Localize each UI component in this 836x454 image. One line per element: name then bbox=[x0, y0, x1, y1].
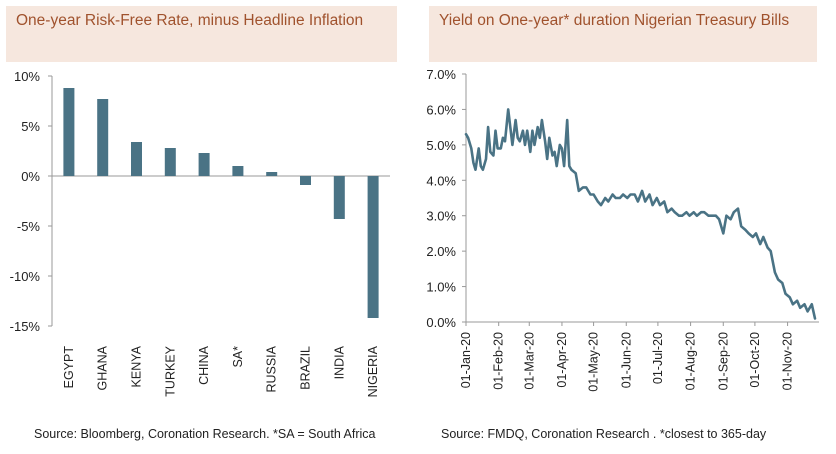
left-chart-title: One-year Risk-Free Rate, minus Headline … bbox=[6, 6, 397, 62]
line-x-tick-label: 01-Sep-20 bbox=[716, 332, 730, 390]
bar bbox=[300, 176, 311, 185]
line-x-tick-label: 01-Mar-20 bbox=[522, 332, 536, 390]
line-x-tick-label: 01-Nov-20 bbox=[781, 332, 795, 390]
bar-y-tick-label: 5% bbox=[21, 119, 40, 134]
bar-y-tick-label: 10% bbox=[14, 69, 40, 84]
bar-x-tick-label: EGYPT bbox=[62, 346, 76, 389]
line-x-tick-label: 01-Aug-20 bbox=[684, 332, 698, 390]
right-chart-title: Yield on One-year* duration Nigerian Tre… bbox=[429, 6, 817, 62]
bar-x-tick-label: TURKEY bbox=[163, 345, 177, 396]
bar bbox=[63, 88, 75, 176]
line-y-tick-label: 2.0% bbox=[426, 244, 456, 259]
line-x-tick-label: 01-Jun-20 bbox=[619, 332, 633, 388]
bar-x-tick-label: CHINA bbox=[197, 345, 211, 385]
line-x-tick-label: 01-Oct-20 bbox=[748, 332, 762, 388]
bar-x-tick-label: INDIA bbox=[332, 345, 346, 379]
line-x-tick-label: 01-Jan-20 bbox=[459, 332, 473, 388]
bar-y-tick-label: 0% bbox=[21, 169, 40, 184]
bar bbox=[164, 148, 176, 176]
line-x-tick-label: 01-May-20 bbox=[587, 332, 601, 392]
line-x-tick-label: 01-Jul-20 bbox=[651, 332, 665, 384]
bar bbox=[333, 176, 345, 219]
right-chart-source: Source: FMDQ, Coronation Research . *clo… bbox=[441, 427, 767, 441]
line-x-tick-label: 01-Feb-20 bbox=[492, 332, 506, 390]
bar-x-tick-label: GHANA bbox=[96, 345, 110, 390]
left-chart-source: Source: Bloomberg, Coronation Research. … bbox=[34, 427, 376, 441]
bar bbox=[266, 172, 278, 176]
line-y-tick-label: 3.0% bbox=[426, 209, 456, 224]
bar bbox=[367, 176, 379, 318]
bar-x-tick-label: SA* bbox=[231, 346, 245, 368]
line-y-tick-label: 4.0% bbox=[426, 173, 456, 188]
line-y-tick-label: 6.0% bbox=[426, 102, 456, 117]
line-y-tick-label: 5.0% bbox=[426, 138, 456, 153]
bar bbox=[131, 142, 142, 176]
line-y-tick-label: 1.0% bbox=[426, 280, 456, 295]
bar-x-tick-label: KENYA bbox=[130, 345, 144, 387]
bar bbox=[97, 99, 109, 176]
yield-series-line bbox=[464, 108, 817, 320]
line-y-tick-label: 0.0% bbox=[426, 315, 456, 330]
bar bbox=[232, 166, 244, 176]
line-x-tick-label: 01-Apr-20 bbox=[555, 332, 569, 388]
bar bbox=[198, 153, 210, 176]
bar-y-tick-label: -15% bbox=[10, 319, 41, 334]
line-y-tick-label: 7.0% bbox=[426, 67, 456, 82]
bar-x-tick-label: NIGERIA bbox=[366, 345, 380, 397]
bar-y-tick-label: -5% bbox=[17, 219, 41, 234]
bar-y-tick-label: -10% bbox=[10, 269, 41, 284]
bar-x-tick-label: RUSSIA bbox=[265, 345, 279, 392]
bar-x-tick-label: BRAZIL bbox=[299, 346, 313, 390]
